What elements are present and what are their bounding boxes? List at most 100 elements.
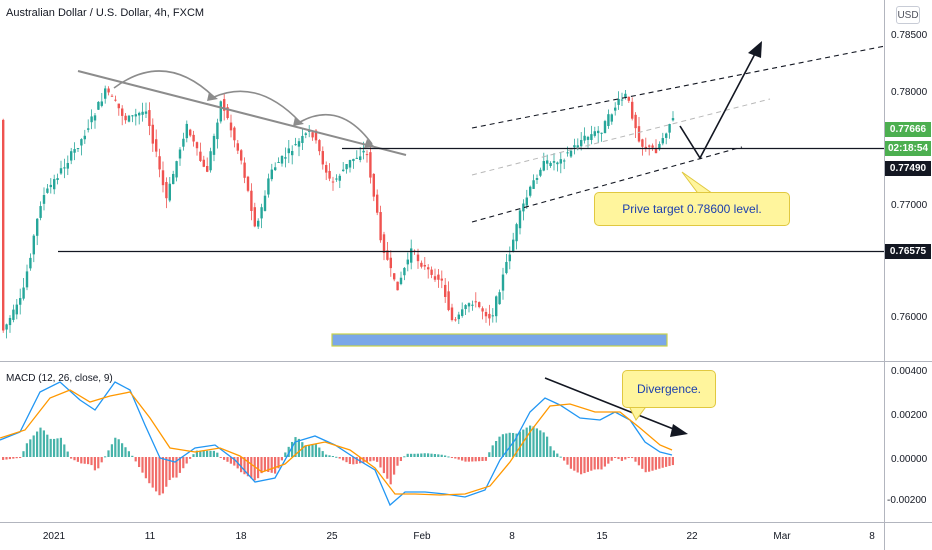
histogram-bar <box>498 436 501 457</box>
channel-lower[interactable] <box>471 146 743 223</box>
candle-body <box>359 156 362 160</box>
candle-body <box>624 93 627 98</box>
histogram-bar <box>634 457 637 462</box>
candle-body <box>355 157 358 159</box>
histogram-bar <box>93 457 96 471</box>
macd-title[interactable]: MACD (12, 26, close, 9) <box>6 373 113 384</box>
histogram-bar <box>2 457 5 460</box>
histogram-bar <box>559 456 562 458</box>
histogram-bar <box>274 457 277 474</box>
candle-body <box>5 324 8 330</box>
channel-upper[interactable] <box>471 45 886 129</box>
candle-body <box>671 118 675 121</box>
candle-body <box>155 139 158 152</box>
histogram-bar <box>226 457 229 462</box>
candle-body <box>331 181 335 183</box>
histogram-bar <box>277 457 280 469</box>
divergence-arrow[interactable] <box>544 377 682 433</box>
histogram-bar <box>423 453 426 457</box>
histogram-bar <box>168 457 171 481</box>
histogram-bar <box>403 456 406 458</box>
candle-body <box>240 150 243 161</box>
arc-3[interactable] <box>299 113 373 145</box>
currency-button[interactable]: USD <box>896 6 920 24</box>
histogram-bar <box>444 455 447 457</box>
candle-body <box>389 257 392 269</box>
candle-body <box>80 139 83 146</box>
candle-body <box>172 173 175 185</box>
projection-arrow[interactable] <box>679 49 758 160</box>
histogram-bar <box>471 457 474 462</box>
histogram-bar <box>549 446 552 457</box>
candle-body <box>658 143 661 150</box>
histogram-bar <box>413 453 416 457</box>
candle-body <box>257 220 260 227</box>
divergence-note[interactable]: Divergence. <box>622 370 716 408</box>
histogram-bar <box>433 454 436 457</box>
candle-body <box>450 307 454 321</box>
candle-body <box>634 114 637 129</box>
candle-body <box>467 303 471 307</box>
candle-body <box>651 145 654 148</box>
candle-body <box>631 101 634 119</box>
candle-body <box>70 151 73 161</box>
candle-body <box>610 114 613 122</box>
candle-body <box>202 159 205 167</box>
candle-body <box>19 298 22 305</box>
histogram-bar <box>311 444 314 457</box>
histogram-bar <box>467 457 470 462</box>
histogram-bar <box>484 457 487 461</box>
candle-body <box>233 127 236 141</box>
candle-body <box>416 254 420 262</box>
histogram-bar <box>202 450 205 457</box>
candle-body <box>321 151 324 165</box>
histogram-bar <box>651 457 654 471</box>
candle-body <box>226 107 229 119</box>
arc-1[interactable] <box>113 70 215 98</box>
channel-mid[interactable] <box>471 98 771 176</box>
candle-body <box>365 154 369 156</box>
histogram-bar <box>331 456 334 458</box>
candle-body <box>484 311 488 317</box>
time-axis[interactable]: 2021 11 18 25 Feb 8 15 22 Mar 8 <box>43 531 875 542</box>
candle-body <box>420 262 423 267</box>
histogram-bar <box>542 432 545 457</box>
candle-body <box>185 123 188 139</box>
histogram-bar <box>457 457 460 460</box>
candle-body <box>495 296 498 317</box>
macd-axis[interactable]: 0.00400 0.00200 0.00000 -0.00200 <box>887 366 928 506</box>
histogram-bar <box>138 457 141 468</box>
price-target-note[interactable]: Prive target 0.78600 level. <box>594 192 790 226</box>
histogram-bar <box>515 433 518 457</box>
histogram-bar <box>586 457 589 472</box>
histogram-bar <box>607 457 610 464</box>
countdown-tag: 02:18:54 <box>885 141 931 156</box>
histogram-bar <box>359 457 362 464</box>
histogram-bar <box>563 457 566 461</box>
candle-body <box>297 141 301 147</box>
descending-trendline[interactable] <box>77 70 407 156</box>
histogram-bar <box>393 457 396 475</box>
arc-2[interactable] <box>213 90 301 123</box>
histogram-bar <box>314 444 317 457</box>
candle-body <box>15 304 18 315</box>
histogram-bar <box>338 457 341 459</box>
candle-body <box>93 115 97 121</box>
price-axis[interactable]: 0.78500 0.78000 0.77000 0.76000 <box>891 30 928 323</box>
histogram-bar <box>127 451 130 457</box>
macd-histogram <box>2 425 674 496</box>
histogram-bar <box>107 450 110 457</box>
histogram-bar <box>539 430 542 457</box>
histogram-bar <box>416 453 419 457</box>
demand-zone[interactable] <box>331 333 668 347</box>
histogram-bar <box>389 457 392 485</box>
candle-body <box>121 108 124 116</box>
histogram-bar <box>304 445 307 457</box>
histogram-bar <box>291 441 294 457</box>
candle-body <box>199 151 202 161</box>
candle-body <box>342 169 345 172</box>
candle-body <box>325 165 328 173</box>
histogram-bar <box>124 447 127 457</box>
time-tick: 11 <box>145 531 156 542</box>
